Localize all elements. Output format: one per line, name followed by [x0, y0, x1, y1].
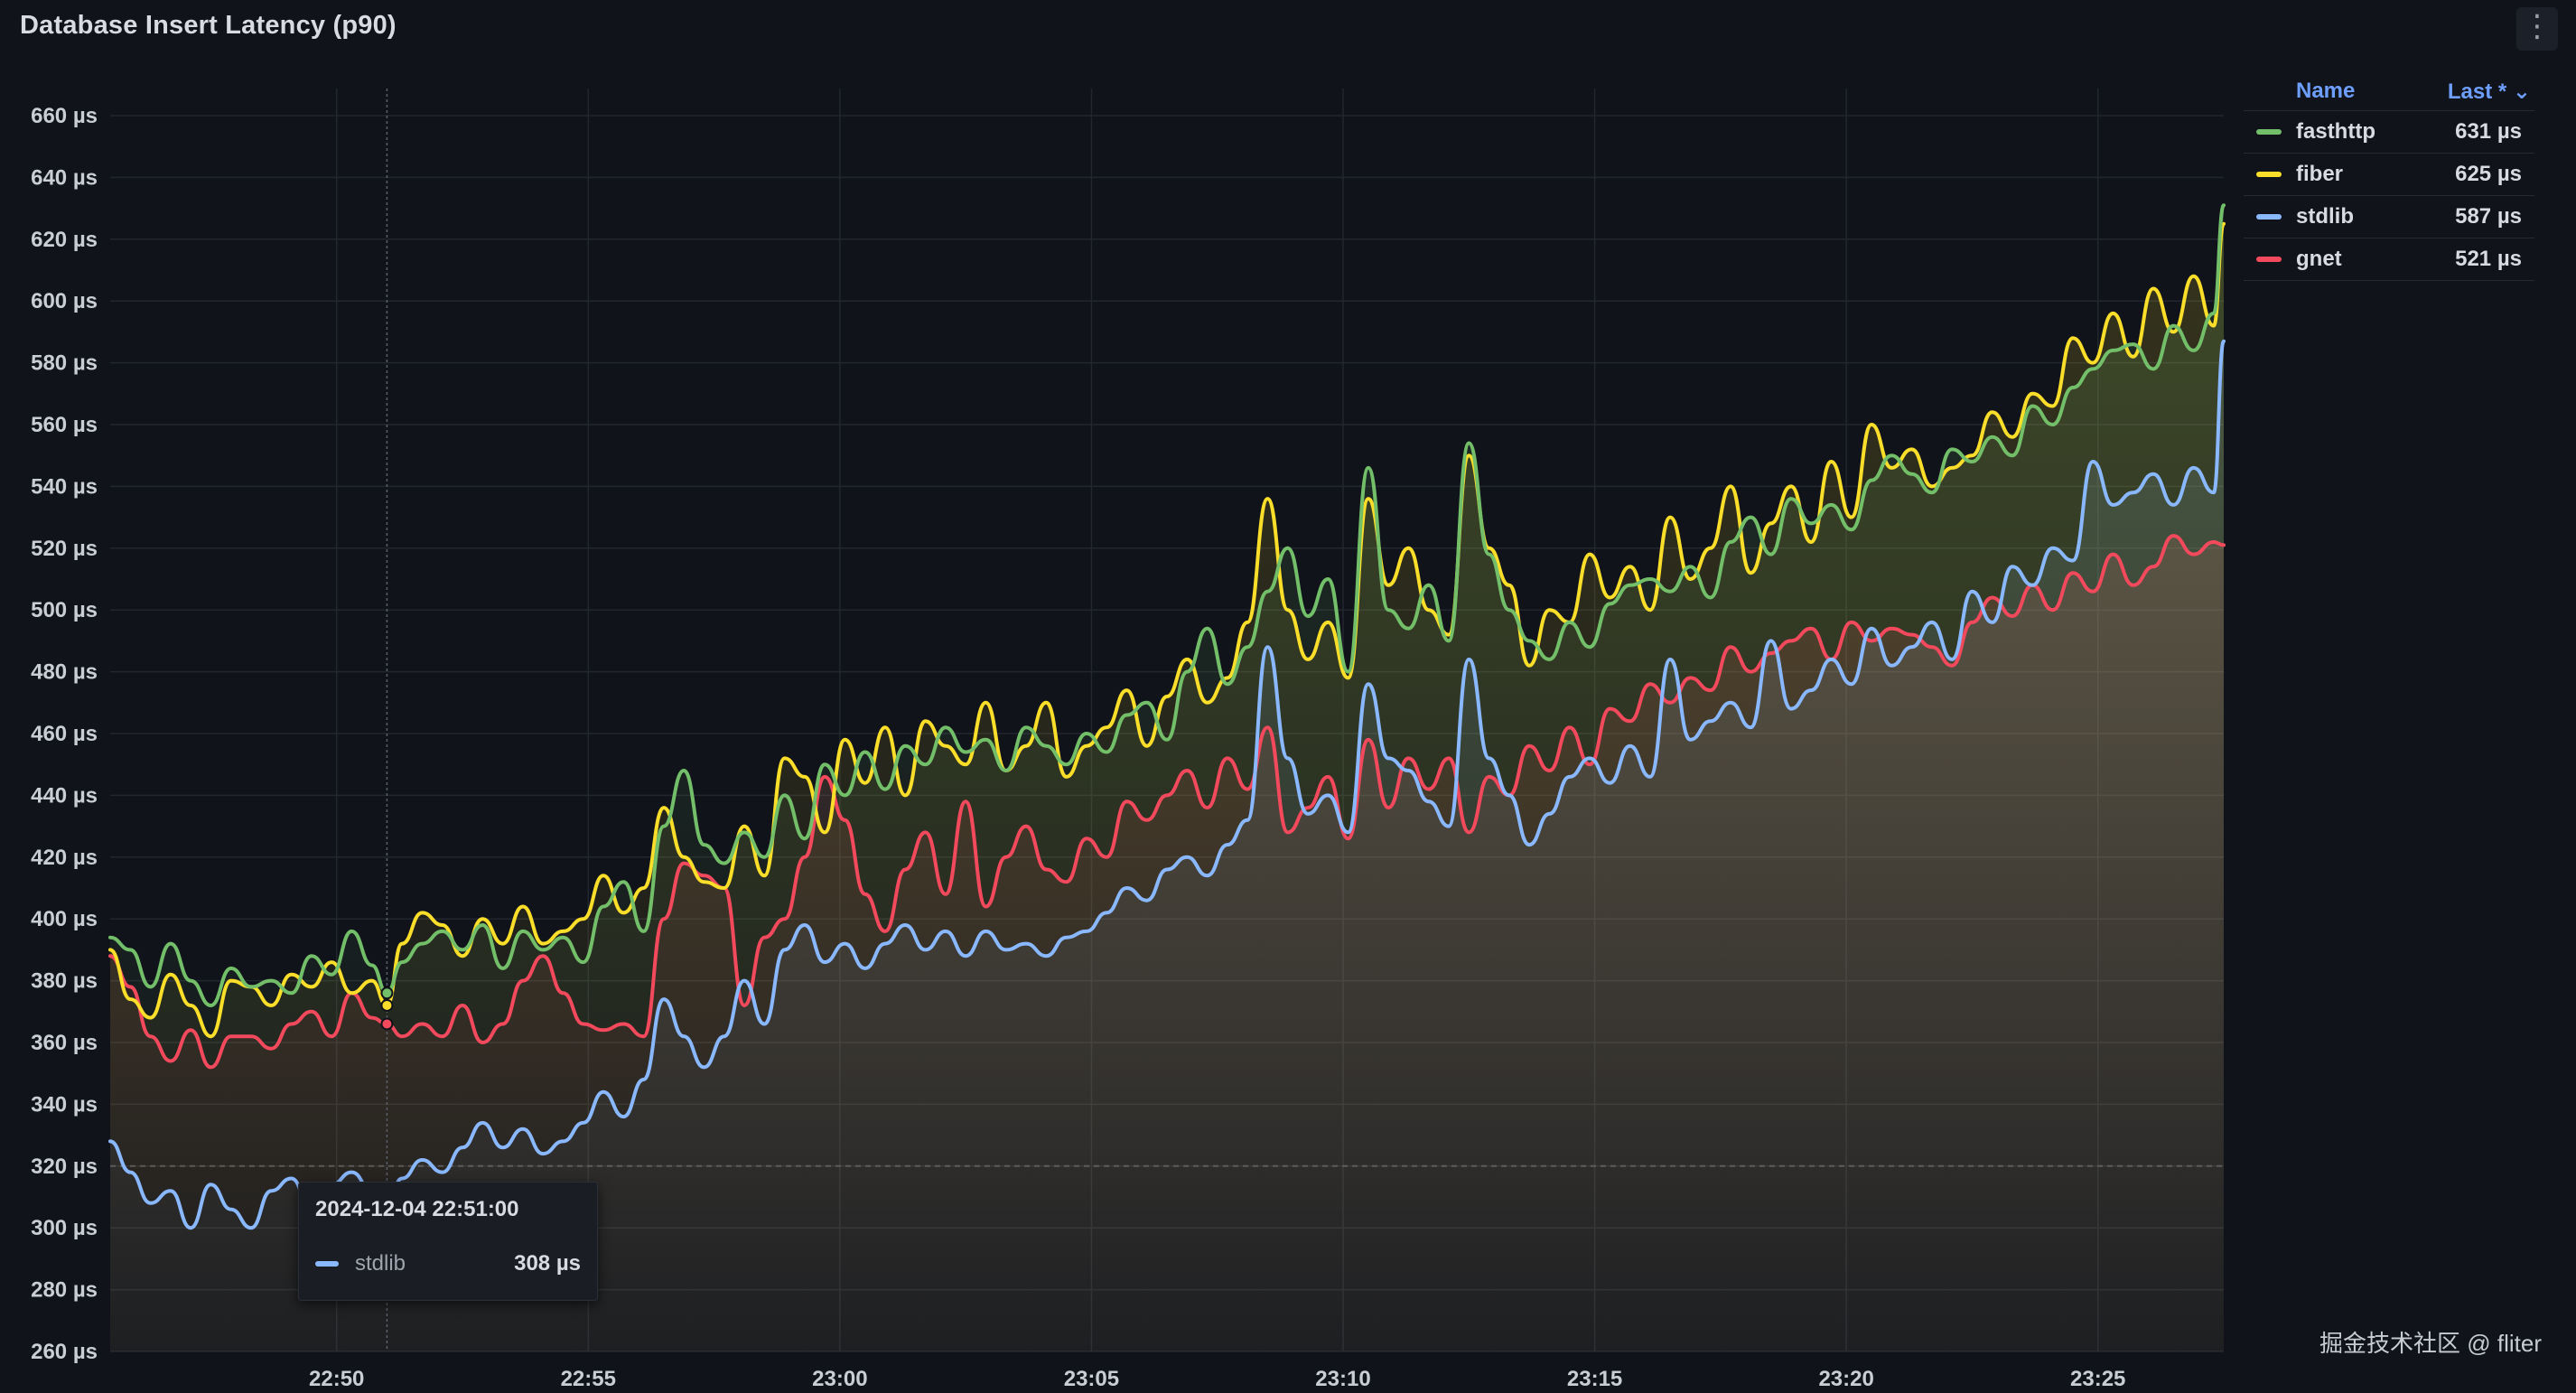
- y-tick-label: 520 µs: [31, 537, 98, 561]
- legend-item-name: fasthttp: [2296, 119, 2375, 144]
- series-line-fiber: [108, 221, 2226, 1039]
- legend-item-stdlib[interactable]: stdlib 587 µs: [2244, 195, 2534, 238]
- watermark: 掘金技术社区 @ fliter: [2319, 1330, 2542, 1357]
- legend-item-fiber[interactable]: fiber 625 µs: [2244, 153, 2534, 195]
- legend-header-name[interactable]: Name: [2296, 79, 2356, 103]
- y-tick-label: 500 µs: [31, 598, 98, 622]
- y-tick-label: 280 µs: [31, 1278, 98, 1303]
- y-tick-label: 460 µs: [31, 722, 98, 746]
- legend-item-gnet[interactable]: gnet 521 µs: [2244, 238, 2534, 281]
- legend-item-name: fiber: [2296, 162, 2344, 186]
- y-tick-label: 380 µs: [31, 969, 98, 994]
- tooltip-timestamp: 2024-12-04 22:51:00: [315, 1197, 519, 1221]
- legend-item-last: 625 µs: [2455, 162, 2522, 186]
- legend-table: Name Last * ⌄ fasthttp 631 µs fiber 625 …: [2244, 72, 2534, 281]
- chart-lines: [108, 203, 2226, 1230]
- y-tick-label: 660 µs: [31, 104, 98, 128]
- legend-item-fasthttp[interactable]: fasthttp 631 µs: [2244, 110, 2534, 153]
- x-tick-label: 23:00: [812, 1367, 867, 1391]
- y-tick-label: 440 µs: [31, 783, 98, 808]
- legend-item-name: stdlib: [2296, 204, 2354, 229]
- legend-swatch: [2256, 172, 2282, 177]
- panel-title: Database Insert Latency (p90): [20, 11, 397, 40]
- legend-item-name: gnet: [2296, 247, 2342, 271]
- chart-axes: 260 µs 280 µs 300 µs 320 µs 340 µs 360 µs 380 …: [31, 104, 2125, 1391]
- chart-areas: [110, 205, 2224, 1352]
- hover-point-fasthttp: [380, 986, 394, 1000]
- hover-point-gnet: [380, 1017, 394, 1031]
- legend-item-last: 521 µs: [2455, 247, 2522, 271]
- y-tick-label: 360 µs: [31, 1031, 98, 1055]
- tooltip-row: stdlib 308 µs: [315, 1251, 581, 1276]
- tooltip-value: 308 µs: [514, 1251, 581, 1276]
- x-tick-label: 22:50: [309, 1367, 364, 1391]
- y-tick-label: 320 µs: [31, 1155, 98, 1179]
- y-tick-label: 480 µs: [31, 660, 98, 685]
- legend-swatch: [2256, 129, 2282, 135]
- y-tick-label: 420 µs: [31, 846, 98, 870]
- y-tick-label: 400 µs: [31, 907, 98, 931]
- kebab-icon: ⋮: [2522, 9, 2553, 43]
- series-line-gnet: [108, 534, 2226, 1070]
- y-tick-label: 300 µs: [31, 1216, 98, 1240]
- y-tick-label: 620 µs: [31, 228, 98, 252]
- x-tick-label: 23:10: [1315, 1367, 1370, 1391]
- tooltip-series-name: stdlib: [355, 1251, 406, 1276]
- series-area-fasthttp: [110, 205, 2224, 1352]
- hover-tooltip: 2024-12-04 22:51:00 stdlib 308 µs: [298, 1182, 598, 1301]
- legend-item-last: 587 µs: [2455, 204, 2522, 229]
- y-tick-label: 540 µs: [31, 474, 98, 499]
- series-line-stdlib: [108, 339, 2226, 1230]
- x-tick-label: 23:15: [1567, 1367, 1622, 1391]
- y-tick-label: 260 µs: [31, 1340, 98, 1364]
- series-line-fasthttp: [108, 203, 2226, 1007]
- tooltip-swatch: [315, 1261, 339, 1267]
- y-tick-label: 580 µs: [31, 351, 98, 376]
- legend-header: Name Last * ⌄: [2244, 72, 2534, 110]
- x-tick-label: 22:55: [561, 1367, 616, 1391]
- y-tick-label: 600 µs: [31, 289, 98, 313]
- panel-menu-button[interactable]: ⋮: [2516, 7, 2558, 51]
- hover-point-fiber: [380, 998, 394, 1012]
- legend-header-last[interactable]: Last * ⌄: [2447, 79, 2531, 104]
- x-tick-label: 23:25: [2070, 1367, 2125, 1391]
- y-tick-label: 340 µs: [31, 1092, 98, 1117]
- legend-item-last: 631 µs: [2455, 119, 2522, 144]
- legend-swatch: [2256, 257, 2282, 262]
- legend-swatch: [2256, 214, 2282, 220]
- y-tick-label: 640 µs: [31, 165, 98, 190]
- y-tick-label: 560 µs: [31, 413, 98, 437]
- x-tick-label: 23:20: [1818, 1367, 1873, 1391]
- x-tick-label: 23:05: [1064, 1367, 1119, 1391]
